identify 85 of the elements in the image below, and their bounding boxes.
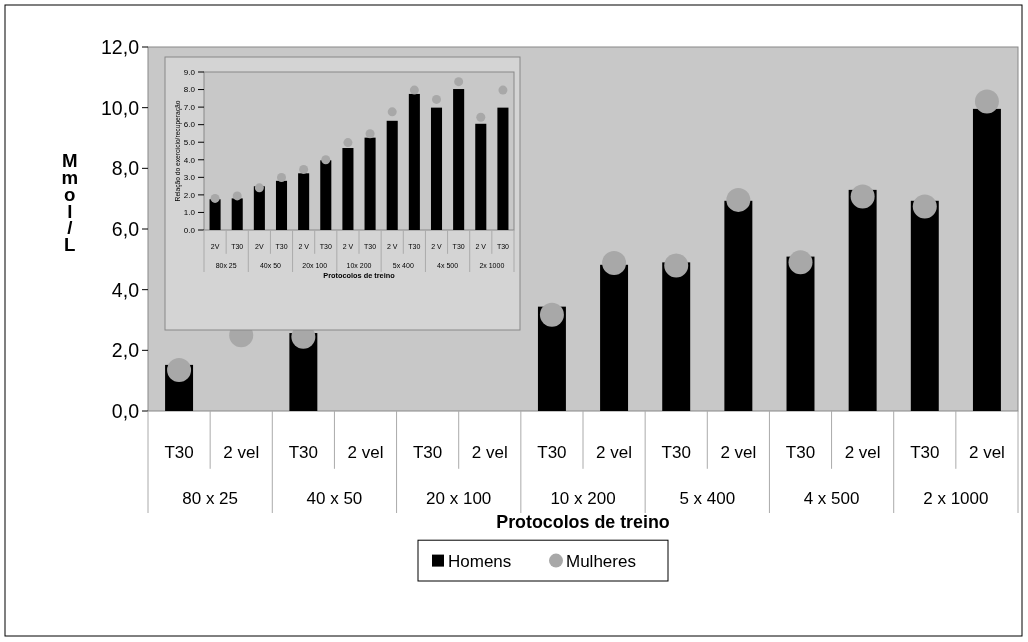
point (299, 164, 309, 174)
point (850, 184, 875, 209)
point (788, 250, 813, 275)
point (454, 77, 464, 87)
legend-label: Homens (448, 551, 512, 571)
bar (662, 262, 691, 411)
y-tick-label: 8.0 (183, 85, 196, 95)
y-tick-label: 4.0 (183, 155, 196, 165)
point (167, 358, 192, 383)
y-tick-label: 6.0 (183, 120, 196, 130)
bar (342, 148, 354, 230)
x-tick-label: 2 vel (347, 442, 384, 462)
y-tick-label: 12,0 (100, 35, 140, 58)
y-tick-label: 5.0 (183, 138, 196, 148)
bar (430, 107, 443, 230)
bar (453, 89, 465, 230)
bar (320, 160, 332, 230)
point (476, 112, 486, 122)
y-tick-label: 10,0 (100, 96, 140, 119)
y-tick-label: 9.0 (183, 67, 196, 77)
point (387, 107, 397, 117)
point (254, 183, 264, 193)
text: 2 x 1000 (923, 488, 989, 508)
point (365, 129, 375, 139)
y-tick-label: 0,0 (111, 399, 140, 422)
y-tick-label: 2,0 (111, 339, 140, 362)
bar (209, 199, 221, 230)
x-tick-label: T30 (412, 442, 443, 462)
point (277, 173, 286, 183)
x-tick-label: T30 (785, 442, 816, 462)
y-tick-label: 0.0 (183, 225, 196, 235)
point (539, 302, 564, 327)
bar (231, 198, 243, 230)
x-tick-label: T30 (910, 442, 940, 462)
x-tick-label: 2 vel (968, 442, 1005, 462)
point (602, 250, 627, 275)
x-tick-label: T30 (661, 442, 691, 462)
point (432, 94, 441, 104)
bar (475, 123, 487, 230)
x-tick-label: T30 (537, 442, 567, 462)
y-tick-label: 2.0 (183, 190, 196, 200)
x-tick-label: T30 (164, 442, 194, 462)
x-tick-label: 2 vel (471, 442, 508, 462)
legend-label: Mulheres (566, 551, 636, 571)
bar (848, 189, 877, 411)
bar (972, 108, 1001, 411)
y-tick-label: 8,0 (111, 157, 140, 180)
x-tick-label: 2 vel (844, 442, 881, 462)
text: 80 x 25 (182, 488, 239, 508)
point (210, 193, 220, 203)
x-tick-label: 2 vel (596, 442, 633, 462)
bar (253, 186, 265, 230)
text: 20 x 100 (426, 488, 492, 508)
bar (275, 180, 288, 230)
point (498, 85, 508, 95)
point (232, 191, 242, 201)
y-tick-label: 7.0 (183, 102, 196, 112)
x-tick-label: 2 vel (223, 442, 260, 462)
y-tick-label: 3.0 (183, 173, 196, 183)
text: 4 x 500 (803, 488, 860, 508)
y-tick-label: 1.0 (183, 208, 196, 218)
point (726, 187, 751, 212)
bar (386, 120, 398, 230)
bar (408, 93, 420, 230)
point (343, 138, 353, 148)
point (321, 155, 331, 165)
bar (497, 107, 509, 230)
y-tick-label: 4,0 (111, 278, 140, 301)
bar (724, 200, 753, 411)
point (664, 253, 689, 278)
y-axis-title: Mmol/L (61, 150, 79, 256)
text: 40 x 50 (306, 488, 363, 508)
text: 10 x 200 (550, 488, 616, 508)
point (912, 194, 937, 219)
bar (298, 173, 310, 230)
bar (364, 137, 376, 230)
point (974, 89, 999, 114)
bar (910, 200, 939, 411)
text: 5 x 400 (679, 488, 736, 508)
x-tick-label: T30 (288, 442, 319, 462)
y-tick-label: 6,0 (111, 217, 140, 240)
x-axis-title: Protocolos de treino (496, 512, 670, 533)
point (409, 85, 419, 95)
bar (600, 264, 629, 411)
x-tick-label: 2 vel (720, 442, 757, 462)
